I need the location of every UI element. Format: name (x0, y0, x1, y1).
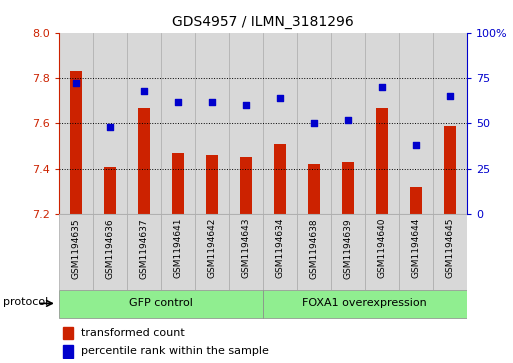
Text: GSM1194635: GSM1194635 (71, 218, 81, 279)
Bar (195, 214, 229, 290)
Text: GSM1194636: GSM1194636 (106, 218, 114, 279)
Bar (240, 158, 252, 214)
Bar (399, 33, 433, 214)
Bar (274, 144, 286, 214)
Point (72, 81, 80, 86)
Text: transformed count: transformed count (82, 328, 185, 338)
Bar (63, 345, 73, 358)
Text: GSM1194634: GSM1194634 (275, 218, 284, 278)
Bar (297, 214, 331, 290)
Bar (263, 33, 297, 214)
Bar (138, 107, 150, 214)
Bar (229, 214, 263, 290)
Bar (206, 155, 218, 214)
Text: GSM1194639: GSM1194639 (343, 218, 352, 279)
Bar (93, 214, 127, 290)
Point (106, 124, 114, 130)
Bar (59, 33, 93, 214)
Point (378, 84, 386, 90)
Bar (444, 126, 456, 214)
Text: protocol: protocol (3, 297, 48, 307)
Point (276, 95, 284, 101)
Text: GSM1194642: GSM1194642 (207, 218, 216, 278)
Bar (365, 214, 399, 290)
Text: percentile rank within the sample: percentile rank within the sample (82, 346, 269, 356)
Bar (342, 162, 354, 214)
Text: GSM1194638: GSM1194638 (309, 218, 319, 279)
Bar (433, 33, 467, 214)
Point (242, 102, 250, 108)
Bar (70, 71, 82, 214)
Text: FOXA1 overexpression: FOXA1 overexpression (303, 298, 427, 309)
Text: GSM1194637: GSM1194637 (140, 218, 148, 279)
Text: GSM1194641: GSM1194641 (173, 218, 183, 278)
Bar (365, 33, 399, 214)
Bar (195, 33, 229, 214)
Point (412, 142, 420, 148)
Bar (297, 33, 331, 214)
Bar (172, 153, 184, 214)
Bar (433, 214, 467, 290)
Bar (93, 33, 127, 214)
Bar (410, 187, 422, 214)
Text: GFP control: GFP control (129, 298, 193, 309)
Bar (263, 214, 297, 290)
Bar (104, 167, 116, 214)
Point (446, 93, 454, 99)
Bar (161, 33, 195, 214)
Text: GSM1194643: GSM1194643 (242, 218, 250, 278)
Bar (127, 214, 161, 290)
Point (208, 99, 216, 105)
Point (310, 121, 318, 126)
Bar (399, 214, 433, 290)
Bar (376, 107, 388, 214)
Point (344, 117, 352, 123)
Bar (229, 33, 263, 214)
Text: GSM1194645: GSM1194645 (445, 218, 455, 278)
Bar (308, 164, 320, 214)
Title: GDS4957 / ILMN_3181296: GDS4957 / ILMN_3181296 (172, 15, 354, 29)
Bar (331, 214, 365, 290)
Bar (331, 33, 365, 214)
Bar (263, 290, 467, 318)
Point (174, 99, 182, 105)
Text: GSM1194640: GSM1194640 (378, 218, 386, 278)
Point (140, 88, 148, 94)
Bar (59, 214, 93, 290)
Bar (127, 33, 161, 214)
Bar (59, 290, 263, 318)
Bar (161, 214, 195, 290)
Bar (63, 327, 73, 339)
Text: GSM1194644: GSM1194644 (411, 218, 420, 278)
